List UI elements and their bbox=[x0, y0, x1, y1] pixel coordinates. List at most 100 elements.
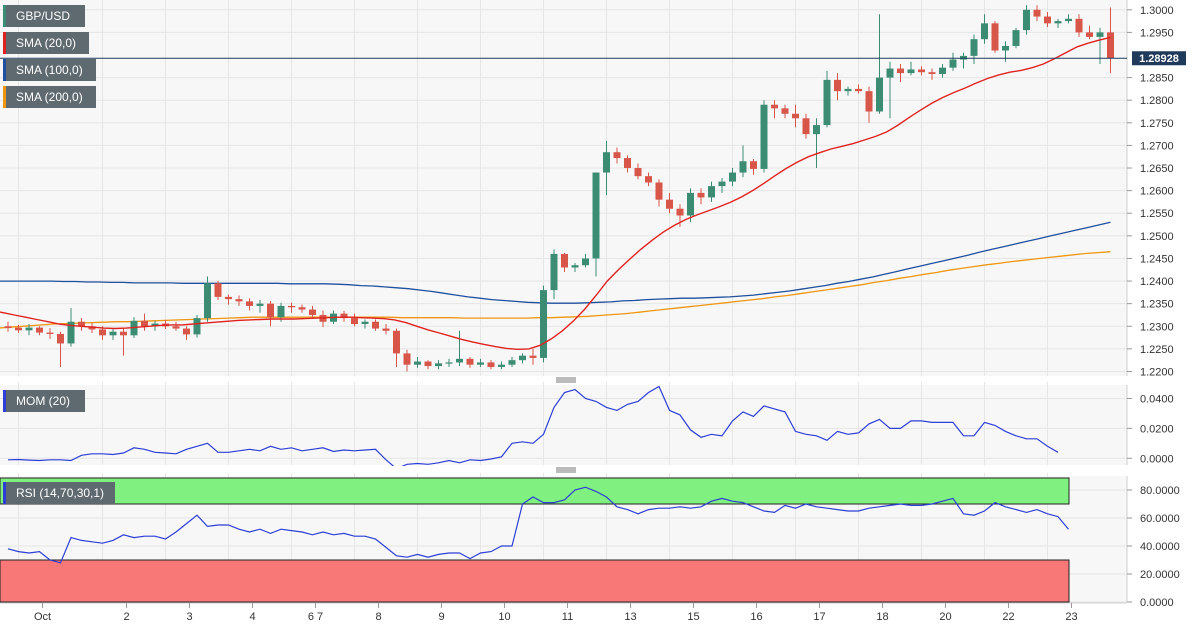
candle-body bbox=[813, 125, 820, 135]
legend-instrument-swatch bbox=[3, 5, 6, 27]
price-tick-label: 1.2400 bbox=[1140, 276, 1174, 288]
candle-body bbox=[865, 91, 873, 112]
momentum-tick-label: 0.0000 bbox=[1140, 453, 1174, 465]
price-tick-label: 1.2750 bbox=[1140, 118, 1174, 130]
legend-instrument-box bbox=[3, 5, 85, 27]
price-tick-label: 1.2950 bbox=[1140, 27, 1174, 39]
candle-body bbox=[403, 353, 411, 365]
price-tick-label: 1.2500 bbox=[1140, 231, 1174, 243]
candle-body bbox=[466, 358, 474, 365]
time-tick-label: 23 bbox=[1065, 611, 1077, 623]
panel-resize-handle-1[interactable] bbox=[0, 376, 1127, 384]
legend-rsi[interactable]: RSI (14,70,30,1) bbox=[3, 482, 115, 504]
candle-body bbox=[57, 333, 64, 344]
candle-body bbox=[624, 158, 631, 169]
rsi-panel: 80.0000 60.0000 40.0000 20.0000 0.0000 RSI (… bbox=[0, 473, 1180, 609]
current-price-badge-box bbox=[1132, 51, 1186, 66]
candle-body bbox=[603, 152, 610, 173]
candle-body bbox=[309, 309, 316, 315]
legend-sma-200-label: SMA (200,0) bbox=[16, 90, 83, 104]
candle-body bbox=[918, 69, 925, 73]
candle-body bbox=[592, 172, 600, 259]
candle-body bbox=[4, 326, 12, 329]
momentum-gridlines bbox=[0, 382, 1127, 465]
candle-body bbox=[960, 55, 967, 60]
rsi-line bbox=[7, 486, 1069, 564]
candlesticks bbox=[4, 5, 1114, 372]
candle-body bbox=[897, 68, 904, 74]
candle-body bbox=[1054, 21, 1062, 24]
candle-body bbox=[907, 69, 915, 74]
legend-mom-label: MOM (20) bbox=[16, 394, 70, 408]
price-tick-label: 1.2300 bbox=[1140, 321, 1174, 333]
candle-body bbox=[928, 72, 936, 74]
candle-body bbox=[36, 327, 43, 333]
legend-rsi-box bbox=[3, 482, 115, 504]
sma-100-line bbox=[0, 221, 1111, 304]
candle-body bbox=[834, 79, 841, 92]
candle-body bbox=[582, 258, 589, 266]
legend-mom-swatch bbox=[3, 390, 6, 412]
candle-body bbox=[802, 118, 810, 135]
candle-body bbox=[729, 172, 736, 182]
time-tick-label: 13 bbox=[624, 611, 636, 623]
time-axis-ticks: Oct 2 3 4 6 7 8 9 10 11 13 15 16 17 18 20 22 23 bbox=[34, 603, 1078, 623]
candle-body bbox=[676, 208, 684, 216]
candle-body bbox=[151, 323, 159, 327]
candle-body bbox=[277, 305, 285, 318]
legend-sma-100-box bbox=[3, 59, 96, 81]
candle-body bbox=[172, 326, 180, 329]
legend-sma-20-swatch bbox=[3, 32, 6, 54]
candle-body bbox=[99, 329, 106, 336]
candle-body bbox=[939, 67, 946, 74]
candle-body bbox=[1075, 18, 1083, 33]
candle-body bbox=[1065, 18, 1072, 22]
rsi-oversold-zone bbox=[0, 559, 1070, 603]
candle-body bbox=[1033, 9, 1041, 17]
rsi-tick-label: 40.0000 bbox=[1140, 541, 1180, 553]
candle-body bbox=[393, 330, 400, 354]
candle-body bbox=[645, 176, 652, 183]
rsi-overbought-zone bbox=[0, 477, 1070, 505]
candle-body bbox=[67, 321, 75, 344]
candle-body bbox=[886, 68, 894, 78]
legend-sma-20[interactable]: SMA (20,0) bbox=[3, 32, 89, 54]
candle-body bbox=[15, 327, 22, 331]
candle-body bbox=[267, 303, 274, 318]
candle-body bbox=[424, 361, 432, 367]
time-tick-label: 8 bbox=[375, 611, 381, 623]
legend-rsi-label: RSI (14,70,30,1) bbox=[16, 486, 104, 500]
candle-body bbox=[540, 290, 547, 358]
candle-body bbox=[687, 192, 694, 216]
legend-sma-100[interactable]: SMA (100,0) bbox=[3, 59, 96, 81]
candle-body bbox=[1012, 30, 1020, 46]
candle-body bbox=[561, 253, 568, 268]
momentum-axis-ticks: 0.0400 0.0200 0.0000 bbox=[1127, 393, 1174, 465]
legend-sma-100-label: SMA (100,0) bbox=[16, 63, 83, 77]
candle-body bbox=[949, 59, 957, 68]
time-tick-label: 11 bbox=[562, 611, 573, 623]
candle-body bbox=[120, 331, 127, 336]
legend-mom[interactable]: MOM (20) bbox=[3, 390, 85, 412]
candle-body bbox=[141, 320, 148, 327]
candle-body bbox=[1002, 45, 1009, 51]
candle-body bbox=[340, 313, 348, 319]
time-tick-label: 2 bbox=[123, 611, 129, 623]
rsi-tick-label: 60.0000 bbox=[1140, 513, 1180, 525]
legend-rsi-swatch bbox=[3, 482, 6, 504]
price-tick-label: 1.2600 bbox=[1140, 186, 1174, 198]
current-price-value: 1.28928 bbox=[1139, 53, 1179, 65]
candle-body bbox=[246, 301, 253, 306]
candle-body bbox=[781, 108, 789, 114]
legend-instrument[interactable]: GBP/USD bbox=[3, 5, 85, 27]
candle-body bbox=[1096, 32, 1104, 37]
time-tick-label: 10 bbox=[498, 611, 510, 623]
candle-body bbox=[487, 362, 495, 367]
candle-body bbox=[750, 161, 757, 169]
legend-sma-200[interactable]: SMA (200,0) bbox=[3, 86, 96, 108]
panel-resize-handle-2[interactable] bbox=[0, 466, 1127, 474]
candle-body bbox=[414, 361, 421, 365]
candle-body bbox=[571, 265, 579, 268]
candle-body bbox=[529, 355, 537, 358]
